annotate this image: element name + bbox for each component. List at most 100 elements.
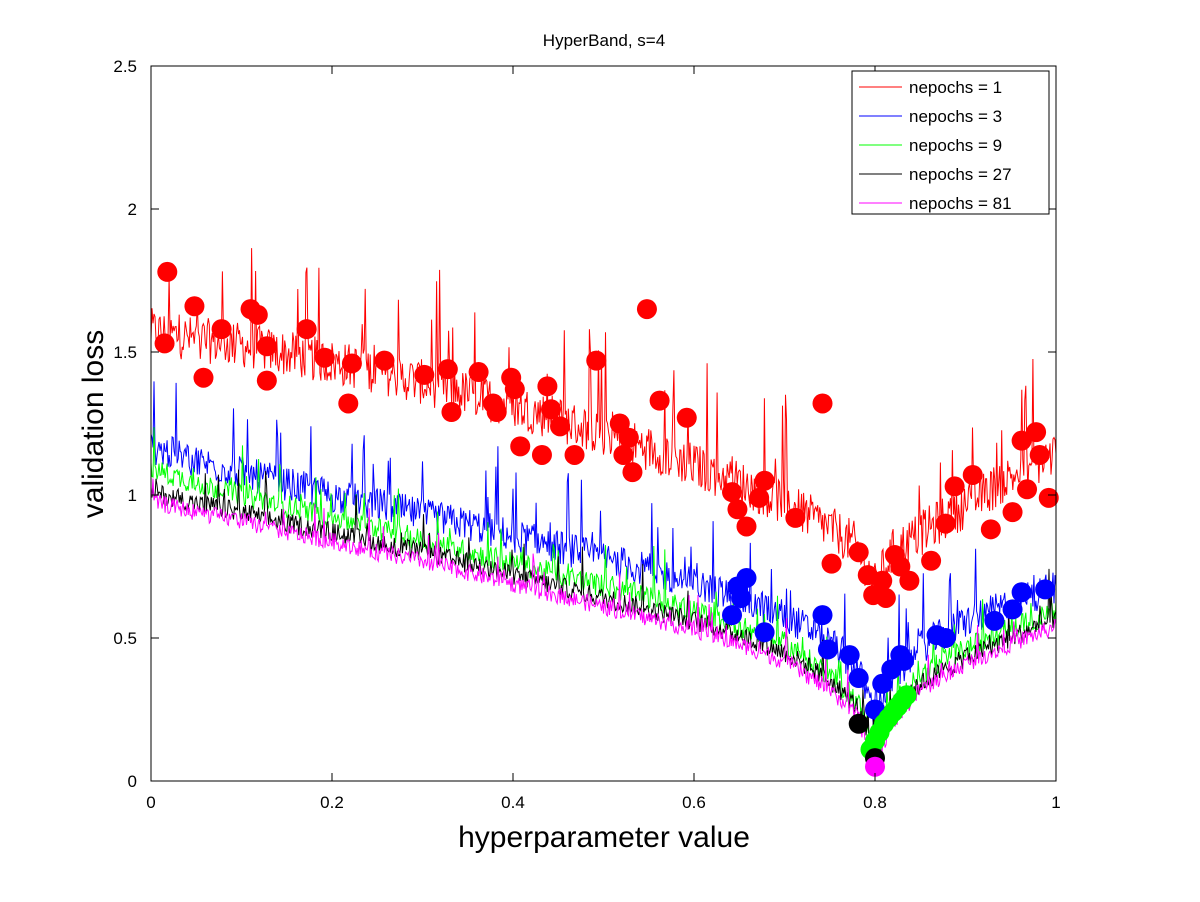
- series-2-marker: [754, 622, 775, 643]
- y-tick-label: 1: [128, 486, 137, 505]
- series-2-marker: [731, 587, 752, 608]
- series-1-marker: [296, 319, 317, 340]
- series-1-marker: [486, 402, 507, 423]
- legend-label: nepochs = 3: [909, 107, 1002, 126]
- x-tick-label: 0.8: [863, 793, 887, 812]
- series-2-marker: [848, 668, 869, 689]
- series-1-marker: [537, 376, 558, 397]
- y-tick-label: 0: [128, 772, 137, 791]
- legend: nepochs = 1 nepochs = 3 nepochs = 9 nepochs…: [851, 70, 1050, 215]
- y-axis-label: validation loss: [77, 330, 110, 518]
- series-1-marker: [247, 304, 268, 325]
- series-1-marker: [962, 464, 983, 485]
- series-1-marker: [441, 402, 462, 423]
- legend-label: nepochs = 9: [909, 136, 1002, 155]
- series-1-marker: [550, 416, 571, 437]
- series-2-marker: [812, 605, 833, 626]
- legend-label: nepochs = 81: [909, 194, 1012, 213]
- series-2-marker: [1035, 579, 1056, 600]
- series-1-marker: [154, 333, 175, 354]
- series-2-marker: [839, 645, 860, 666]
- series-1-marker: [211, 319, 232, 340]
- series-1-marker: [875, 587, 896, 608]
- y-tick-label: 0.5: [113, 629, 137, 648]
- series-line-1: [151, 248, 1056, 593]
- series-1-marker: [618, 427, 639, 448]
- series-1-marker: [848, 542, 869, 563]
- series-1-marker: [676, 407, 697, 428]
- series-1-marker: [980, 519, 1001, 540]
- series-1-marker: [184, 296, 205, 317]
- series-1-marker: [872, 570, 893, 591]
- series-1-marker: [613, 444, 634, 465]
- series-1-marker: [1002, 502, 1023, 523]
- series-line-2: [151, 381, 1056, 725]
- series-1-marker: [1038, 487, 1059, 508]
- legend-box: [851, 70, 1050, 215]
- legend-label: nepochs = 27: [909, 165, 1012, 184]
- series-1-marker: [1017, 479, 1038, 500]
- series-2-marker: [722, 605, 743, 626]
- y-tick-label: 2.5: [113, 57, 137, 76]
- series-1-marker: [193, 367, 214, 388]
- series-1-marker: [944, 476, 965, 497]
- series-2-marker: [984, 610, 1005, 631]
- series-1-marker: [727, 499, 748, 520]
- series-1-marker: [531, 444, 552, 465]
- series-1-marker: [890, 556, 911, 577]
- series-1-marker: [1011, 430, 1032, 451]
- series-1-marker: [812, 393, 833, 414]
- series-1-marker: [338, 393, 359, 414]
- series-1-marker: [256, 336, 277, 357]
- series-2-marker: [1002, 599, 1023, 620]
- series-1-marker: [785, 507, 806, 528]
- series-2-marker: [893, 650, 914, 671]
- series-1-marker: [609, 413, 630, 434]
- series-1-marker: [722, 482, 743, 503]
- series-1-marker: [374, 350, 395, 371]
- series-1-marker: [736, 516, 757, 537]
- series-2-marker: [736, 567, 757, 588]
- x-tick-label: 0: [146, 793, 155, 812]
- series-layer: [151, 248, 1056, 763]
- y-tick-label: 1.5: [113, 343, 137, 362]
- series-1-marker: [821, 553, 842, 574]
- series-2-marker: [935, 628, 956, 648]
- series-4-marker: [848, 713, 869, 734]
- series-1-marker: [649, 390, 670, 411]
- series-1-marker: [314, 347, 335, 368]
- series-1-marker: [636, 299, 657, 320]
- series-2-marker: [817, 639, 838, 660]
- series-1-marker: [157, 261, 178, 282]
- x-tick-label: 0.4: [501, 793, 525, 812]
- series-1-marker: [1026, 422, 1047, 443]
- series-1-marker: [586, 350, 607, 371]
- series-1-marker: [1029, 444, 1050, 465]
- chart-title: HyperBand, s=4: [543, 31, 665, 50]
- series-1-marker: [622, 462, 643, 483]
- series-1-marker: [541, 399, 562, 420]
- x-tick-label: 0.2: [320, 793, 344, 812]
- series-1-marker: [564, 444, 585, 465]
- series-1-marker: [468, 362, 489, 383]
- series-1-marker: [921, 550, 942, 571]
- series-1-marker: [341, 353, 362, 374]
- x-tick-label: 0.6: [682, 793, 706, 812]
- series-1-marker: [256, 370, 277, 391]
- series-1-marker: [510, 436, 531, 457]
- series-1-marker: [437, 359, 458, 380]
- series-1-marker: [749, 487, 770, 508]
- series-1-marker: [754, 470, 775, 491]
- series-1-marker: [899, 570, 920, 591]
- y-tick-label: 2: [128, 200, 137, 219]
- x-tick-label: 1: [1051, 793, 1060, 812]
- x-axis-label: hyperparameter value: [458, 821, 750, 854]
- series-5-marker: [865, 756, 885, 777]
- series-3-marker: [896, 685, 917, 706]
- series-1-marker: [504, 379, 525, 400]
- series-2-marker: [1011, 582, 1032, 603]
- series-2-marker: [872, 673, 893, 694]
- legend-label: nepochs = 1: [909, 78, 1002, 97]
- series-1-marker: [935, 513, 956, 534]
